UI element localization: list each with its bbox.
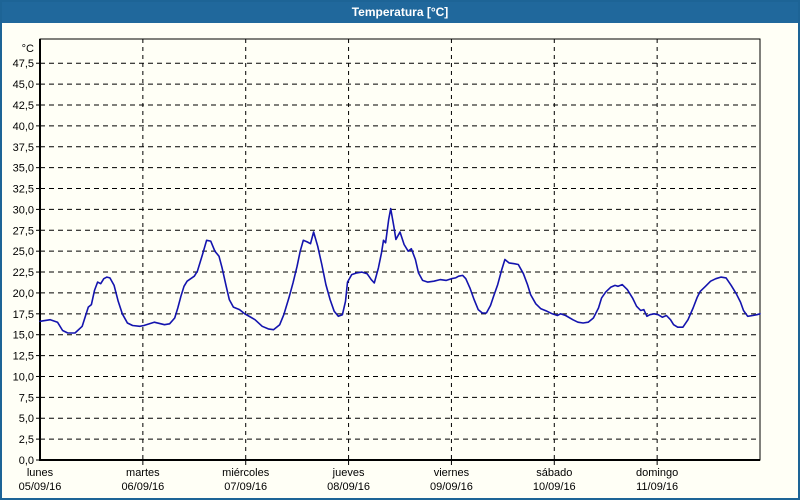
x-date-label: 10/09/16 [533,481,576,493]
y-tick-label: 42,5 [13,100,34,112]
x-day-label: domingo [636,467,678,479]
y-tick-label: 25,0 [13,246,34,258]
x-date-label: 06/09/16 [121,481,164,493]
plot-border [39,38,761,461]
y-tick-label: 47,5 [13,58,34,70]
x-date-label: 05/09/16 [19,481,62,493]
y-tick-label: 5,0 [19,413,34,425]
window-title: Temperatura [°C] [351,5,449,19]
x-day-label: lunes [27,467,54,479]
x-date-label: 07/09/16 [224,481,267,493]
y-tick-label: 12,5 [13,351,34,363]
x-date-label: 11/09/16 [636,481,678,493]
y-tick-label: 0,0 [19,455,34,467]
x-day-label: martes [126,467,160,479]
y-tick-label: 22,5 [13,267,34,279]
y-tick-label: 35,0 [13,163,34,175]
x-day-label: miércoles [222,467,270,479]
y-tick-label: 2,5 [19,434,34,446]
y-axis-unit-label: °C [22,43,34,55]
y-tick-label: 17,5 [13,309,34,321]
y-tick-label: 40,0 [13,121,34,133]
x-day-label: jueves [332,467,365,479]
x-date-label: 08/09/16 [327,481,370,493]
y-tick-label: 7,5 [19,392,34,404]
y-tick-label: 30,0 [13,204,34,216]
y-tick-label: 37,5 [13,142,34,154]
x-date-label: 09/09/16 [430,481,473,493]
x-day-label: viernes [434,467,470,479]
y-tick-label: 10,0 [13,371,34,383]
y-tick-label: 45,0 [13,79,34,91]
title-bar: Temperatura [°C] [2,2,798,23]
y-tick-label: 15,0 [13,330,34,342]
y-tick-label: 27,5 [13,225,34,237]
x-day-label: sábado [536,467,572,479]
temperature-line [39,207,761,334]
y-tick-label: 20,0 [13,288,34,300]
y-tick-label: 32,5 [13,184,34,196]
